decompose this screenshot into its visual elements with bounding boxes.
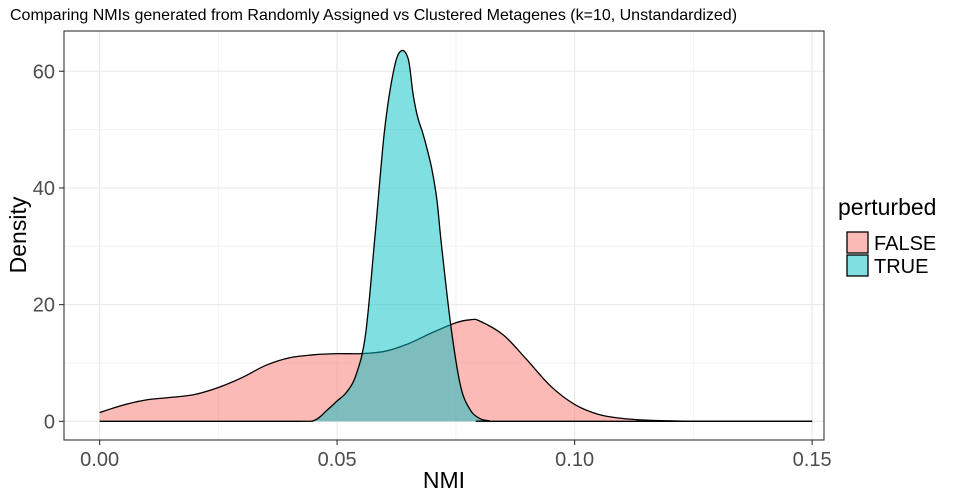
plot-panel-border	[63, 30, 825, 441]
legend-key-true	[846, 254, 869, 277]
legend-title: perturbed	[838, 194, 936, 220]
density-areas	[99, 49, 813, 422]
x-tick-label: 0.00	[80, 449, 119, 471]
x-axis-label: NMI	[423, 467, 465, 493]
y-tick-label: 40	[33, 178, 55, 200]
chart-title: Comparing NMIs generated from Randomly A…	[10, 7, 737, 24]
y-tick-label: 60	[33, 61, 55, 83]
legend-key-false	[846, 231, 869, 254]
x-tick-label: 0.15	[793, 449, 832, 471]
x-tick-label: 0.05	[318, 449, 357, 471]
y-axis: 0 20 40 60	[33, 61, 64, 433]
y-axis-label: Density	[5, 196, 31, 273]
y-tick-label: 0	[44, 411, 55, 433]
x-axis: 0.00 0.05 0.10 0.15	[80, 440, 832, 471]
legend-label-false: FALSE	[874, 233, 936, 255]
legend-label-true: TRUE	[874, 256, 928, 278]
density-line-true	[99, 49, 813, 422]
x-tick-label: 0.10	[555, 449, 594, 471]
y-tick-label: 20	[33, 295, 55, 317]
